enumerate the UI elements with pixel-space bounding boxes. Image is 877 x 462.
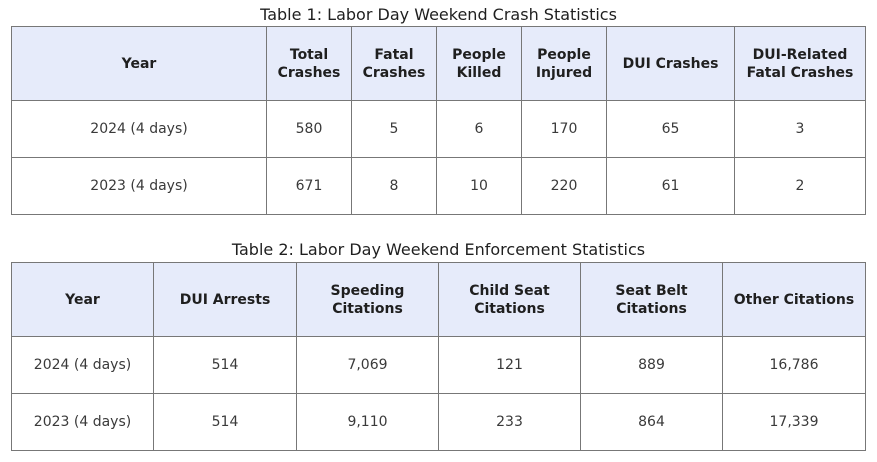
table-cell: 8: [351, 157, 437, 215]
table-row: 2024 (4 days) 514 7,069 121 889 16,786: [11, 336, 866, 394]
table-cell: 65: [606, 100, 735, 158]
table-cell: 2024 (4 days): [11, 100, 267, 158]
table-cell: 514: [153, 393, 297, 451]
table2-header-year: Year: [11, 262, 154, 337]
table-cell: 121: [438, 336, 581, 394]
table-cell: 17,339: [722, 393, 866, 451]
table1-header-people-killed: People Killed: [436, 26, 522, 101]
enforcement-statistics-table: Year DUI Arrests Speeding Citations Chil…: [11, 262, 866, 451]
table-cell: 2024 (4 days): [11, 336, 154, 394]
table2-header-child-seat-citations: Child Seat Citations: [438, 262, 581, 337]
table-cell: 9,110: [296, 393, 439, 451]
table1-header-dui-crashes: DUI Crashes: [606, 26, 735, 101]
table1-header-fatal-crashes: Fatal Crashes: [351, 26, 437, 101]
table-row: 2023 (4 days) 514 9,110 233 864 17,339: [11, 393, 866, 451]
table2-caption: Table 2: Labor Day Weekend Enforcement S…: [231, 240, 646, 259]
table-cell: 514: [153, 336, 297, 394]
table-cell: 6: [436, 100, 522, 158]
table1-header-row: Year Total Crashes Fatal Crashes People …: [11, 26, 866, 101]
table-cell: 7,069: [296, 336, 439, 394]
table-cell: 2023 (4 days): [11, 393, 154, 451]
table-row: 2023 (4 days) 671 8 10 220 61 2: [11, 157, 866, 215]
table2-header-seat-belt-citations: Seat Belt Citations: [580, 262, 723, 337]
table-cell: 220: [521, 157, 607, 215]
table1-header-people-injured: People Injured: [521, 26, 607, 101]
table2-header-dui-arrests: DUI Arrests: [153, 262, 297, 337]
table-row: 2024 (4 days) 580 5 6 170 65 3: [11, 100, 866, 158]
table1-header-year: Year: [11, 26, 267, 101]
table-cell: 16,786: [722, 336, 866, 394]
table-cell: 2023 (4 days): [11, 157, 267, 215]
table-cell: 580: [266, 100, 352, 158]
table-cell: 5: [351, 100, 437, 158]
table-cell: 3: [734, 100, 866, 158]
table1-caption: Table 1: Labor Day Weekend Crash Statist…: [260, 5, 617, 24]
table-cell: 671: [266, 157, 352, 215]
table1-header-total-crashes: Total Crashes: [266, 26, 352, 101]
table-cell: 233: [438, 393, 581, 451]
crash-statistics-table: Year Total Crashes Fatal Crashes People …: [11, 26, 866, 215]
table2-header-speeding-citations: Speeding Citations: [296, 262, 439, 337]
table-cell: 10: [436, 157, 522, 215]
table2-header-other-citations: Other Citations: [722, 262, 866, 337]
table-cell: 2: [734, 157, 866, 215]
table-cell: 170: [521, 100, 607, 158]
table-cell: 864: [580, 393, 723, 451]
table-cell: 61: [606, 157, 735, 215]
table1-header-dui-fatal-crashes: DUI-Related Fatal Crashes: [734, 26, 866, 101]
table2-header-row: Year DUI Arrests Speeding Citations Chil…: [11, 262, 866, 337]
table-cell: 889: [580, 336, 723, 394]
